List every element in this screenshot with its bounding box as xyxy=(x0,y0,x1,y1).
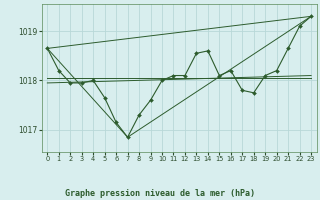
Text: Graphe pression niveau de la mer (hPa): Graphe pression niveau de la mer (hPa) xyxy=(65,189,255,198)
